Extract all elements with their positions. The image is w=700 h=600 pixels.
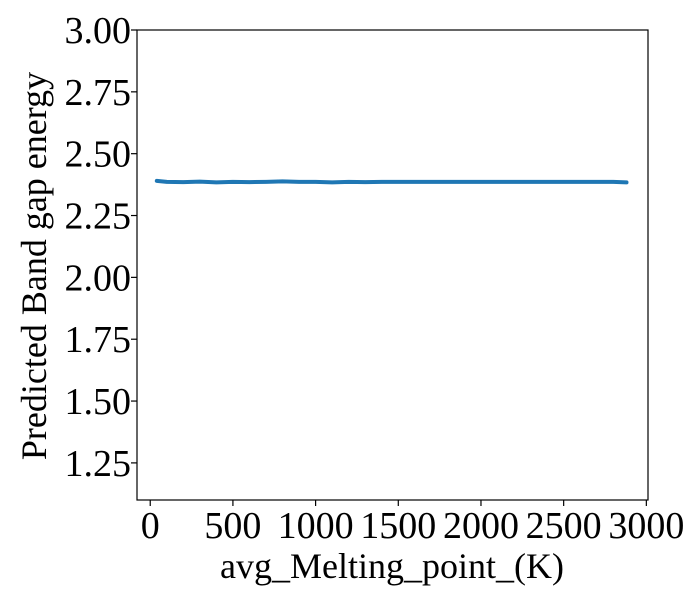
x-tick-label: 0 (141, 505, 160, 547)
plot-frame (136, 29, 649, 501)
x-tick-label: 2500 (526, 505, 602, 547)
y-tick-label: 2.50 (65, 134, 132, 176)
x-tick-label: 3000 (608, 505, 684, 547)
x-tick-label: 500 (204, 505, 261, 547)
y-tick-label: 3.00 (65, 10, 132, 52)
series-line (154, 178, 629, 185)
y-tick-label: 2.00 (65, 257, 132, 299)
y-axis-ticks: 1.25 1.50 1.75 2.00 2.25 2.50 2.75 3.00 (65, 10, 137, 485)
x-tick-label: 1500 (360, 505, 436, 547)
series-lines (154, 178, 629, 185)
y-axis-label: Predicted Band gap energy (14, 72, 54, 460)
x-axis-ticks: 0 500 1000 1500 2000 2500 3000 (141, 500, 684, 547)
x-tick-label: 1000 (278, 505, 354, 547)
y-tick-label: 1.50 (65, 381, 132, 423)
y-tick-label: 2.25 (65, 196, 132, 238)
x-axis-label: avg_Melting_point_(K) (220, 546, 564, 586)
y-tick-label: 2.75 (65, 72, 132, 114)
y-tick-label: 1.25 (65, 443, 132, 485)
x-tick-label: 2000 (443, 505, 519, 547)
y-tick-label: 1.75 (65, 319, 132, 361)
